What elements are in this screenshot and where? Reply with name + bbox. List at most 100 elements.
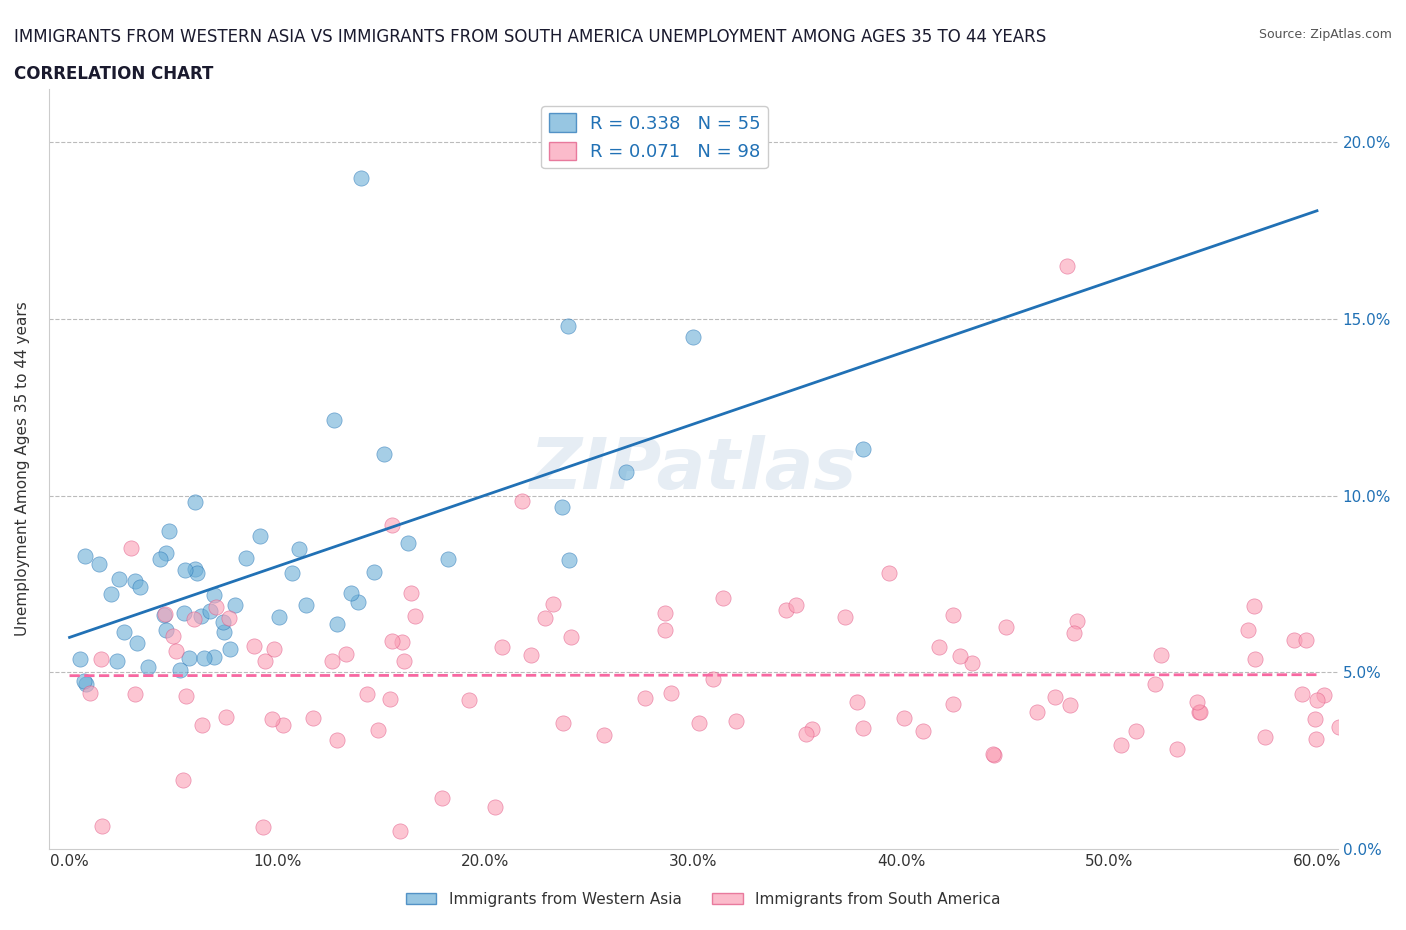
Immigrants from Western Asia [267,609,290,624]
Immigrants from Western Asia [363,565,385,579]
Immigrants from South America [654,622,676,637]
Immigrants from Western Asia [157,524,180,538]
Immigrants from South America [389,824,412,839]
Immigrants from Western Asia [326,617,349,631]
Immigrants from South America [1303,711,1326,726]
Immigrants from Western Asia [69,652,91,667]
Immigrants from South America [191,718,214,733]
Immigrants from Western Asia [212,625,235,640]
Immigrants from South America [243,638,266,653]
Immigrants from Western Asia [219,642,242,657]
Immigrants from South America [484,800,506,815]
Immigrants from South America [1144,677,1167,692]
Immigrants from Western Asia [281,565,304,580]
Immigrants from South America [1305,732,1327,747]
Immigrants from Western Asia [75,549,97,564]
Immigrants from Western Asia [373,446,395,461]
Immigrants from South America [942,697,965,711]
Immigrants from South America [785,597,807,612]
Immigrants from Western Asia [174,563,197,578]
Immigrants from South America [1291,686,1313,701]
Immigrants from South America [1243,599,1265,614]
Immigrants from South America [252,819,274,834]
Immigrants from South America [356,686,378,701]
Immigrants from South America [1056,259,1078,273]
Immigrants from South America [326,732,349,747]
Immigrants from South America [381,518,404,533]
Immigrants from South America [392,654,415,669]
Immigrants from South America [367,723,389,737]
Immigrants from Western Asia [100,586,122,601]
Immigrants from South America [204,600,226,615]
Immigrants from Western Asia [184,495,207,510]
Immigrants from Western Asia [173,605,195,620]
Immigrants from Western Asia [295,597,318,612]
Immigrants from Western Asia [129,580,152,595]
Immigrants from South America [430,790,453,805]
Immigrants from South America [1282,632,1305,647]
Immigrants from Western Asia [558,552,581,567]
Immigrants from South America [335,647,357,662]
Immigrants from South America [1109,737,1132,752]
Immigrants from Western Asia [183,562,205,577]
Immigrants from South America [176,688,198,703]
Immigrants from Western Asia [322,413,344,428]
Immigrants from South America [91,819,114,834]
Immigrants from South America [877,565,900,580]
Immigrants from Western Asia [179,651,201,666]
Immigrants from South America [391,634,413,649]
Immigrants from Western Asia [153,607,176,622]
Immigrants from Western Asia [349,170,371,185]
Immigrants from Western Asia [212,615,235,630]
Immigrants from Western Asia [202,587,225,602]
Immigrants from Western Asia [186,565,208,580]
Immigrants from South America [404,608,426,623]
Immigrants from South America [983,747,1005,762]
Immigrants from South America [1306,693,1329,708]
Immigrants from Western Asia [73,673,96,688]
Immigrants from South America [215,710,238,724]
Immigrants from South America [1313,688,1336,703]
Immigrants from South America [510,493,533,508]
Immigrants from South America [834,609,856,624]
Immigrants from South America [1063,626,1085,641]
Immigrants from South America [1187,704,1209,719]
Immigrants from South America [120,540,142,555]
Immigrants from Western Asia [614,464,637,479]
Immigrants from Western Asia [169,663,191,678]
Immigrants from South America [702,671,724,686]
Immigrants from South America [1295,632,1317,647]
Immigrants from South America [271,717,294,732]
Immigrants from Western Asia [89,556,111,571]
Immigrants from South America [457,693,479,708]
Immigrants from Western Asia [149,551,172,566]
Immigrants from South America [711,591,734,605]
Immigrants from South America [533,611,555,626]
Immigrants from South America [90,651,112,666]
Immigrants from Western Asia [437,551,460,566]
Immigrants from South America [794,727,817,742]
Immigrants from Western Asia [347,594,370,609]
Immigrants from South America [378,691,401,706]
Immigrants from Western Asia [193,651,215,666]
Immigrants from South America [1026,705,1049,720]
Immigrants from South America [846,695,869,710]
Immigrants from South America [1244,652,1267,667]
Immigrants from South America [153,606,176,621]
Immigrants from South America [1059,698,1081,712]
Immigrants from Western Asia [224,597,246,612]
Immigrants from Western Asia [235,551,257,565]
Immigrants from South America [1066,614,1088,629]
Immigrants from South America [593,727,616,742]
Immigrants from South America [949,648,972,663]
Immigrants from Western Asia [557,319,579,334]
Immigrants from South America [1043,690,1066,705]
Immigrants from South America [1237,622,1260,637]
Immigrants from South America [399,586,422,601]
Immigrants from South America [1166,741,1188,756]
Immigrants from South America [981,747,1004,762]
Immigrants from South America [659,685,682,700]
Immigrants from Western Asia [551,499,574,514]
Immigrants from South America [162,629,184,644]
Immigrants from South America [1188,705,1211,720]
